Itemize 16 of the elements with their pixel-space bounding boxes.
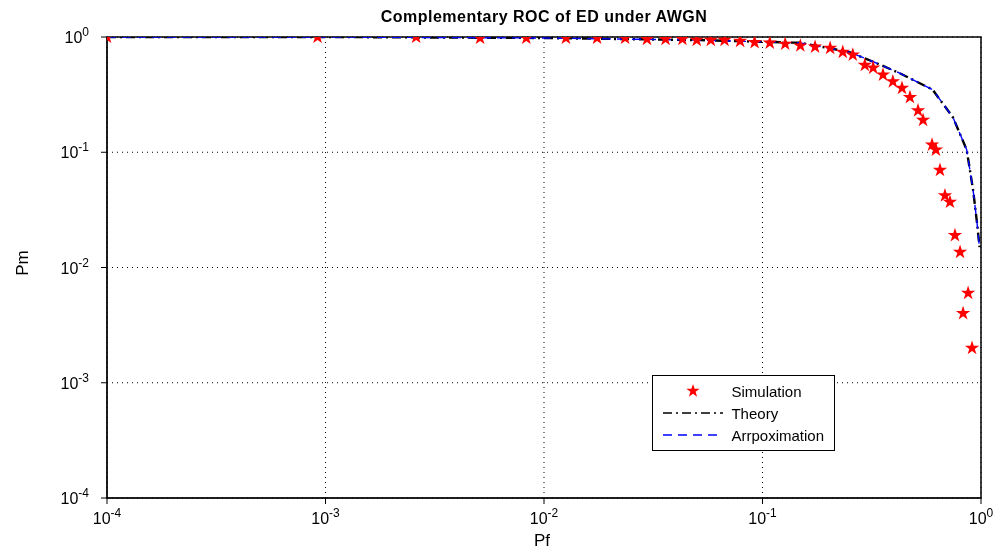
y-tick-label: 10$^{-1}$: [60, 140, 90, 162]
y-tick-label: 10$^{-4}$: [60, 486, 90, 507]
legend-label: Simulation: [731, 382, 802, 400]
y-tick-label: 10$^{-3}$: [60, 370, 90, 392]
x-tick-label: 10$^{-1}$: [748, 506, 778, 527]
x-tick-label: 10$^{0}$: [968, 506, 994, 527]
chart-title: Complementary ROC of ED under AWGN: [379, 8, 709, 26]
y-axis-title: Pm: [12, 250, 33, 276]
x-tick-label: 10$^{-3}$: [311, 506, 341, 527]
y-tick-label: 10$^{-2}$: [60, 255, 90, 277]
legend-label: Theory: [731, 404, 779, 422]
x-tick-label: 10$^{-4}$: [92, 506, 122, 527]
y-tick-label: 10$^{0}$: [64, 25, 90, 46]
x-tick-label: 10$^{-2}$: [529, 506, 559, 527]
x-axis-title: Pf: [534, 531, 551, 551]
legend-label: Arrpoximation: [731, 426, 824, 444]
